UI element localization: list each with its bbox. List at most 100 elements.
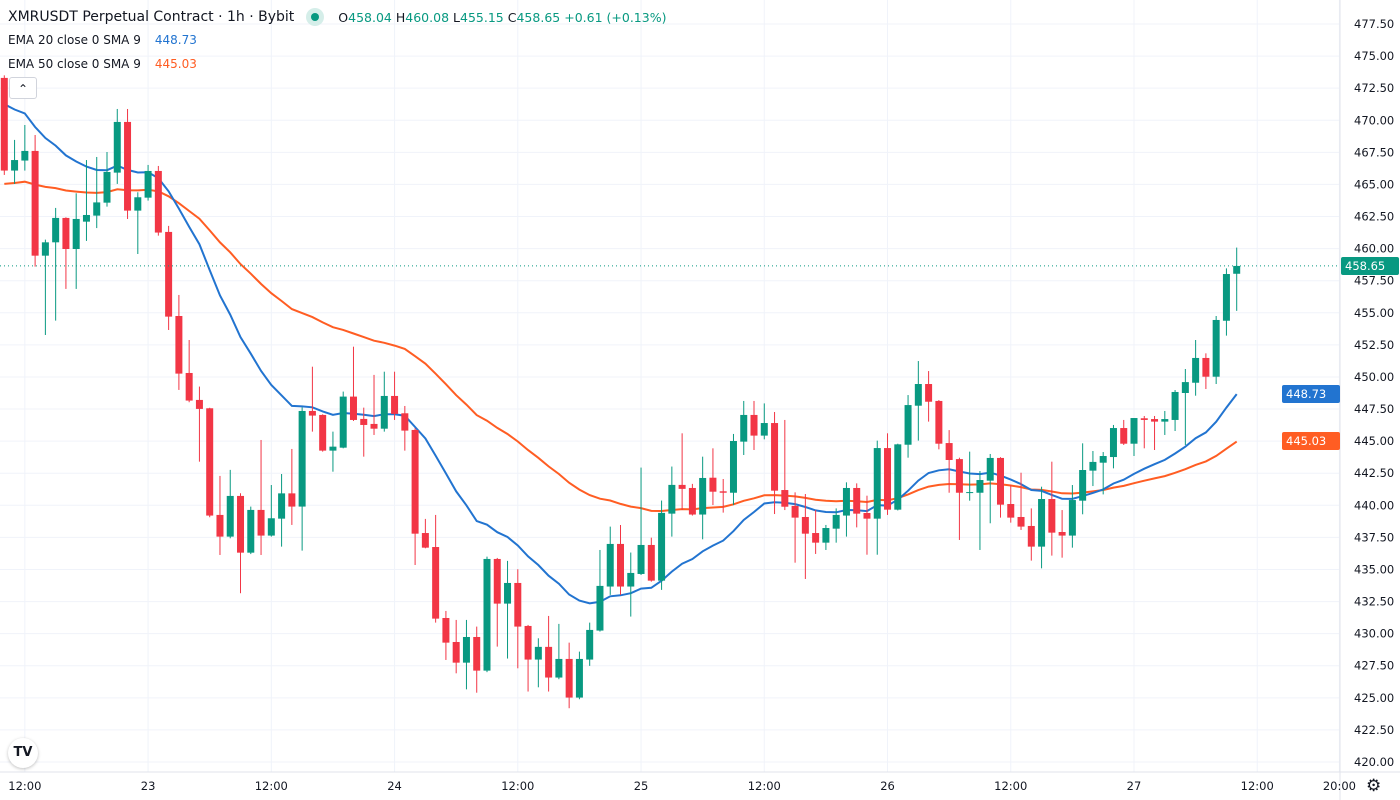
candle-body	[719, 491, 727, 493]
indicator-ema50[interactable]: EMA 50 close 0 SMA 9 445.03	[8, 52, 670, 76]
candle-body	[41, 242, 49, 256]
candle	[442, 610, 450, 660]
candle	[1222, 268, 1230, 336]
price-axis[interactable]: 477.50 475.00 472.50 470.00 467.50 465.00 462.…	[1354, 17, 1394, 769]
candle-body	[842, 487, 850, 516]
candle	[1089, 451, 1097, 487]
candle	[421, 518, 429, 549]
candle-body	[0, 77, 8, 171]
candle	[0, 75, 8, 175]
candle	[483, 556, 491, 673]
candle-body	[380, 395, 388, 429]
candle	[1099, 452, 1107, 495]
candle	[565, 642, 573, 709]
candle	[1151, 415, 1159, 450]
candle-body	[637, 544, 645, 574]
price-tick-label: 420.00	[1354, 755, 1394, 769]
candle	[401, 405, 409, 451]
collapse-legend-button[interactable]: ⌃	[9, 77, 37, 99]
candle-body	[432, 547, 440, 619]
candle	[976, 471, 984, 550]
candle	[1212, 315, 1220, 385]
candle-body	[688, 487, 696, 515]
symbol-title[interactable]: XMRUSDT Perpetual Contract · 1h · Bybit	[8, 9, 295, 25]
candle-body	[812, 533, 820, 543]
candle	[1120, 419, 1128, 445]
ema20-line	[3, 103, 1238, 605]
candle	[41, 239, 49, 335]
candle-body	[1027, 525, 1035, 547]
candle	[822, 524, 830, 550]
time-axis[interactable]: 12:00 23 12:00 24 12:00 25 12:00 26 12:00 27 12:00…	[8, 779, 1356, 793]
candle	[493, 557, 501, 647]
candle-body	[729, 441, 737, 493]
candle-body	[565, 658, 573, 698]
indicator-label: EMA 20 close 0 SMA 9	[8, 33, 141, 47]
candle-body	[1068, 500, 1076, 536]
candle-body	[370, 423, 378, 429]
candle	[832, 508, 840, 543]
candle-body	[904, 405, 912, 445]
close-value: 458.65	[516, 9, 561, 25]
candle-body	[555, 658, 563, 678]
candle	[688, 483, 696, 516]
candle	[760, 403, 768, 440]
candle-body	[11, 160, 19, 171]
price-tick-label: 430.00	[1354, 627, 1394, 641]
candle	[771, 411, 779, 515]
candle	[278, 473, 286, 547]
candle	[658, 500, 666, 590]
candle-body	[709, 477, 717, 492]
candle	[154, 165, 162, 236]
candle-body	[257, 509, 265, 536]
candle-body	[575, 658, 583, 698]
candle	[226, 469, 234, 539]
candle-body	[226, 495, 234, 537]
candle	[791, 492, 799, 563]
candle	[914, 361, 922, 441]
candle	[986, 453, 994, 524]
candle	[801, 494, 809, 579]
candle-body	[1233, 265, 1241, 274]
price-tick-label: 442.50	[1354, 466, 1394, 480]
candle	[432, 514, 440, 623]
candle	[555, 623, 563, 680]
indicator-ema20[interactable]: EMA 20 close 0 SMA 9 448.73	[8, 28, 670, 52]
candle	[103, 151, 111, 207]
price-tick-label: 435.00	[1354, 562, 1394, 576]
candle	[473, 626, 481, 693]
candle	[1038, 486, 1046, 569]
candle-body	[493, 558, 501, 604]
gear-icon[interactable]: ⚙	[1366, 776, 1382, 796]
candle-body	[52, 217, 60, 243]
candle	[647, 537, 655, 582]
price-tick-label: 425.00	[1354, 691, 1394, 705]
candle-body	[411, 429, 419, 534]
candle-body	[740, 414, 748, 442]
candle-body	[966, 492, 974, 494]
candle	[1161, 410, 1169, 435]
candle-body	[1130, 418, 1138, 444]
candle	[575, 651, 583, 700]
candle	[504, 560, 512, 659]
candle	[935, 400, 943, 450]
candle-body	[647, 544, 655, 581]
candle-body	[1151, 419, 1159, 422]
candle-body	[319, 414, 327, 451]
candle-body	[586, 629, 594, 660]
candle-body	[884, 448, 892, 510]
candle	[719, 478, 727, 513]
last-price-label: 458.65	[1341, 257, 1399, 275]
candle	[925, 371, 933, 422]
candle-body	[1017, 516, 1025, 527]
candle	[206, 407, 214, 518]
candle-body	[483, 558, 491, 671]
candle	[452, 619, 460, 674]
candle	[462, 619, 470, 690]
candle	[175, 294, 183, 390]
candle-body	[1181, 382, 1189, 393]
candle	[545, 615, 553, 692]
tradingview-logo[interactable]: TV	[8, 738, 38, 768]
low-label: L	[453, 9, 460, 25]
